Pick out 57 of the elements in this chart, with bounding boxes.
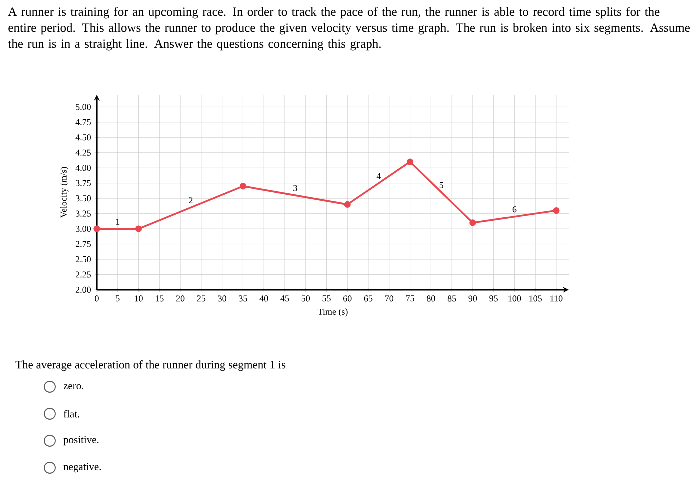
x-tick-label: 40 — [260, 296, 268, 302]
point — [240, 183, 246, 190]
annotation: 3 — [294, 185, 298, 192]
text: negative. — [64, 463, 102, 473]
y-tick-label: 3.00 — [76, 226, 91, 232]
annotation: 6 — [512, 206, 517, 213]
x-tick-label: 110 — [550, 296, 563, 302]
y-tick-label: 3.25 — [76, 210, 91, 217]
y-tick-label: 3.75 — [76, 180, 91, 186]
y-axis-title: Velocity (m/s) — [60, 167, 69, 218]
x-tick-label: 90 — [468, 296, 478, 302]
y-tick-label: 3.50 — [76, 196, 91, 202]
x-tick-label: 55 — [322, 296, 331, 302]
x-tick-label: 0 — [95, 296, 99, 302]
x-tick-label: 45 — [280, 296, 290, 302]
point — [553, 207, 560, 214]
x-tick-label: 70 — [385, 296, 394, 302]
x-tick-label: 30 — [218, 296, 226, 302]
x-tick-label: 100 — [508, 296, 522, 302]
x-tick-label: 85 — [448, 296, 456, 302]
point — [135, 226, 142, 232]
point — [344, 201, 351, 208]
y-tick-label: 4.50 — [76, 134, 91, 141]
x-tick-label: 25 — [197, 296, 206, 302]
chart-title: A runner is training for an upcoming race. In order to track the pace of the run, the runner is able to record time splits for the entire period. This allows the runner to produce the given velocity versus time graph. The run is broken into six segments. Assume the run is in a straight line. Answer the questions concerning this graph. — [8, 7, 690, 51]
annotation: 5 — [440, 182, 444, 188]
text: The average acceleration of the runner during segment 1 is — [16, 360, 286, 372]
x-tick-label: 20 — [176, 296, 185, 302]
text: flat. — [64, 410, 80, 418]
point — [94, 226, 100, 232]
x-tick-label: 50 — [302, 296, 310, 302]
text: positive. — [64, 436, 99, 446]
point — [406, 158, 414, 166]
point — [470, 220, 476, 226]
annotation: 1 — [116, 218, 120, 225]
x-tick-label: 60 — [344, 296, 352, 302]
x-tick-label: 5 — [116, 296, 120, 302]
x-tick-label: 10 — [135, 296, 143, 302]
y-tick-label: 5.00 — [76, 104, 91, 110]
x-tick-label: 35 — [239, 296, 248, 302]
y-tick-label: 2.25 — [76, 272, 91, 278]
y-tick-label: 4.25 — [76, 150, 91, 156]
x-tick-label: 80 — [427, 296, 436, 302]
x-tick-label: 75 — [406, 296, 414, 302]
x-tick-label: 105 — [530, 296, 542, 302]
y-tick-label: 4.75 — [76, 119, 91, 126]
x-tick-label: 65 — [364, 296, 373, 302]
annotation: 4 — [376, 173, 382, 180]
y-tick-label: 2.75 — [76, 241, 91, 248]
text: zero. — [64, 384, 84, 390]
annotation: 2 — [189, 198, 193, 204]
x-tick-label: 95 — [490, 296, 498, 302]
y-tick-label: 4.00 — [76, 165, 91, 172]
x-axis-title: Time (s) — [318, 308, 348, 317]
y-tick-label: 2.50 — [76, 256, 91, 263]
x-tick-label: 15 — [156, 296, 164, 302]
y-tick-label: 2.00 — [76, 286, 91, 294]
